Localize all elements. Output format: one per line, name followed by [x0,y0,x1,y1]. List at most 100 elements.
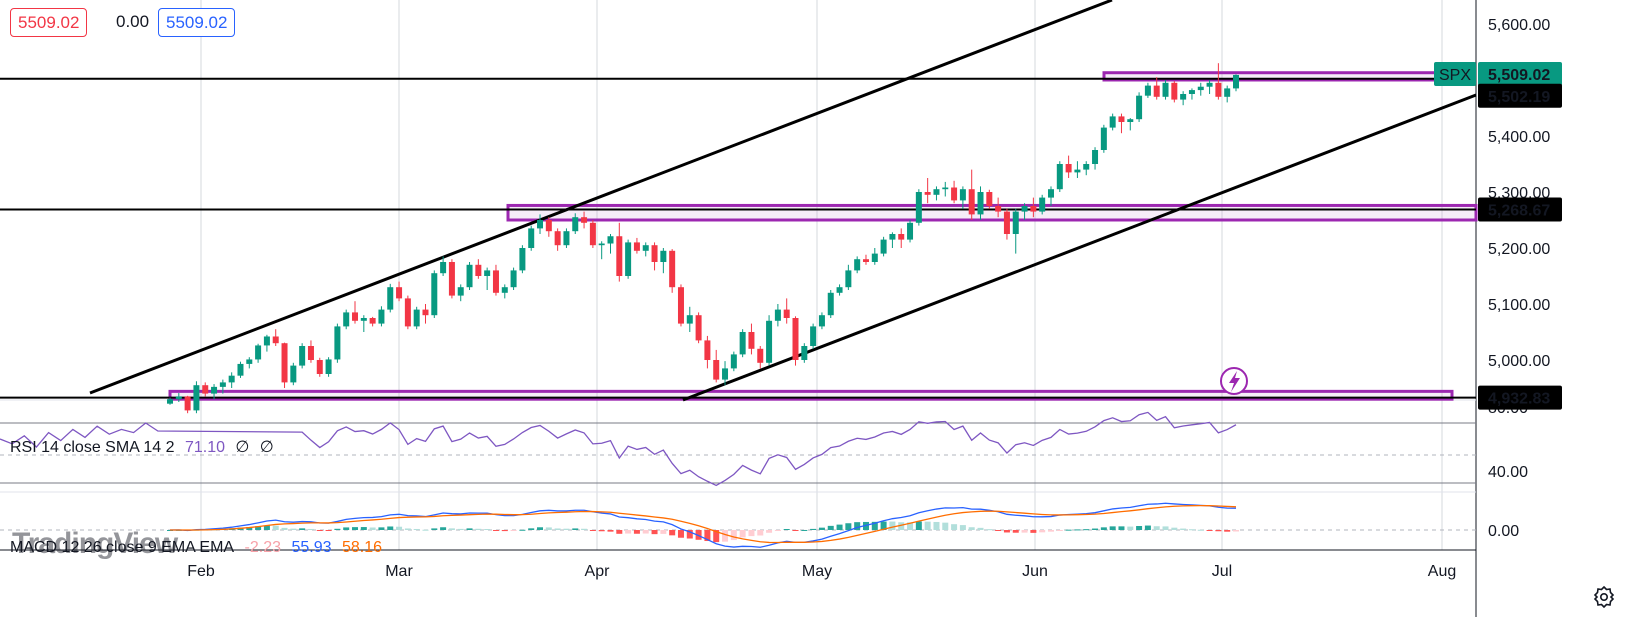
macd-hist-bar-112 [1153,526,1160,530]
candle-72 [801,343,808,363]
candle-0 [167,397,173,405]
macd-hist-bar-69 [774,530,781,531]
candle-body-92 [977,192,984,215]
macd-hist-bar-92 [977,527,984,530]
month-label-apr: Apr [585,563,611,580]
macd-hist-bar-18 [325,530,332,531]
grid-lines [0,0,1477,617]
candle-body-17 [316,360,323,374]
macd-hist-bar-62 [713,530,720,543]
candle-body-33 [457,287,464,296]
candle-body-35 [475,264,482,276]
horizontal-levels [0,77,1476,399]
macd-hist-bar-77 [845,523,852,530]
candle-37 [492,264,499,296]
candle-48 [589,220,596,248]
candle-63 [722,361,729,386]
price-label-1: 5,502.19 [1478,83,1562,108]
zone-1 [506,203,1478,222]
price-label-bg-1 [1478,83,1562,108]
price-tick-0: 5,600.00 [1488,17,1550,34]
macd-tick-0: 0.00 [1488,523,1519,540]
candle-32 [448,259,455,299]
time-axis[interactable]: Feb Mar Apr May Jun Jul Aug [187,563,1456,580]
candle-body-27 [404,298,411,327]
macd-hist-bar-113 [1162,526,1169,530]
candle-95 [1003,208,1010,240]
macd-hist-bar-120 [1224,530,1231,532]
candle-56 [660,248,667,274]
price-label-bg-2 [1478,197,1562,222]
candle-1 [175,393,182,402]
candle-body-52 [625,242,632,276]
candle-body-46 [572,217,579,232]
macd-hist-bar-106 [1100,527,1107,530]
macd-hist-bar-73 [810,528,817,530]
macd-hist-bar-55 [651,530,658,535]
candle-114 [1171,81,1178,103]
candle-body-16 [307,346,314,360]
candle-120 [1224,85,1231,103]
candle-59 [686,306,693,332]
alert-icon[interactable] [1220,367,1248,395]
candle-body-44 [554,231,561,246]
open-value: 5509.02 [10,8,88,37]
candle-20 [343,309,350,330]
macd-hist-bar-102 [1065,529,1072,531]
candle-body-112 [1153,85,1160,97]
candle-body-117 [1197,86,1204,91]
macd-legend[interactable]: MACD 12 26 close 9 EMA EMA -2.23 55.93 5… [10,539,388,557]
candle-body-64 [730,354,737,369]
candle-31 [440,256,447,276]
candle-89 [951,180,958,204]
candle-body-32 [448,262,455,296]
candle-68 [766,315,773,366]
candle-11 [263,334,270,352]
candle-113 [1162,80,1169,100]
macd-hist-bar-86 [924,521,931,530]
price-label-2: 5,268.67 [1478,197,1562,222]
candle-19 [334,323,341,363]
macd-hist-bar-26 [396,526,403,530]
candle-body-62 [713,360,720,380]
candle-body-89 [951,187,958,201]
candle-99 [1039,194,1046,215]
macd-hist-bar-27 [404,528,411,530]
candle-112 [1153,77,1160,100]
support-resistance-zones [168,71,1478,401]
candle-body-109 [1127,119,1134,122]
candle-body-66 [748,332,755,349]
candle-106 [1100,124,1107,153]
macd-hist-bar-23 [369,527,376,530]
rsi-tick-1: 40.00 [1488,464,1528,481]
macd-hist-bar-25 [387,526,394,530]
macd-hist-bar-45 [563,528,570,530]
macd-hist-bar-46 [572,528,579,530]
settings-gear-icon[interactable] [1592,585,1616,609]
rsi-legend[interactable]: RSI 14 close SMA 14 2 71.10 ∅ ∅ [10,437,280,457]
candle-body-94 [995,206,1002,212]
candle-body-119 [1215,82,1222,97]
candle-36 [484,267,491,290]
candle-body-97 [1021,206,1028,212]
candle-38 [501,284,508,299]
candle-3 [193,381,200,414]
candle-body-79 [862,259,869,262]
candle-body-63 [722,368,729,380]
macd-hist-bar-71 [792,530,799,531]
candle-17 [316,357,323,377]
candle-body-75 [827,292,834,316]
candle-body-110 [1136,95,1143,120]
candle-body-19 [334,326,341,360]
candle-108 [1118,113,1125,134]
candle-96 [1012,208,1019,254]
candle-body-95 [1003,211,1010,234]
macd-hist-bar-48 [589,530,596,531]
candle-28 [413,306,420,330]
candle-2 [184,395,191,414]
macd-hist-bar-53 [633,530,640,534]
candle-46 [572,213,579,234]
candle-body-78 [854,259,861,271]
candle-90 [959,186,966,209]
